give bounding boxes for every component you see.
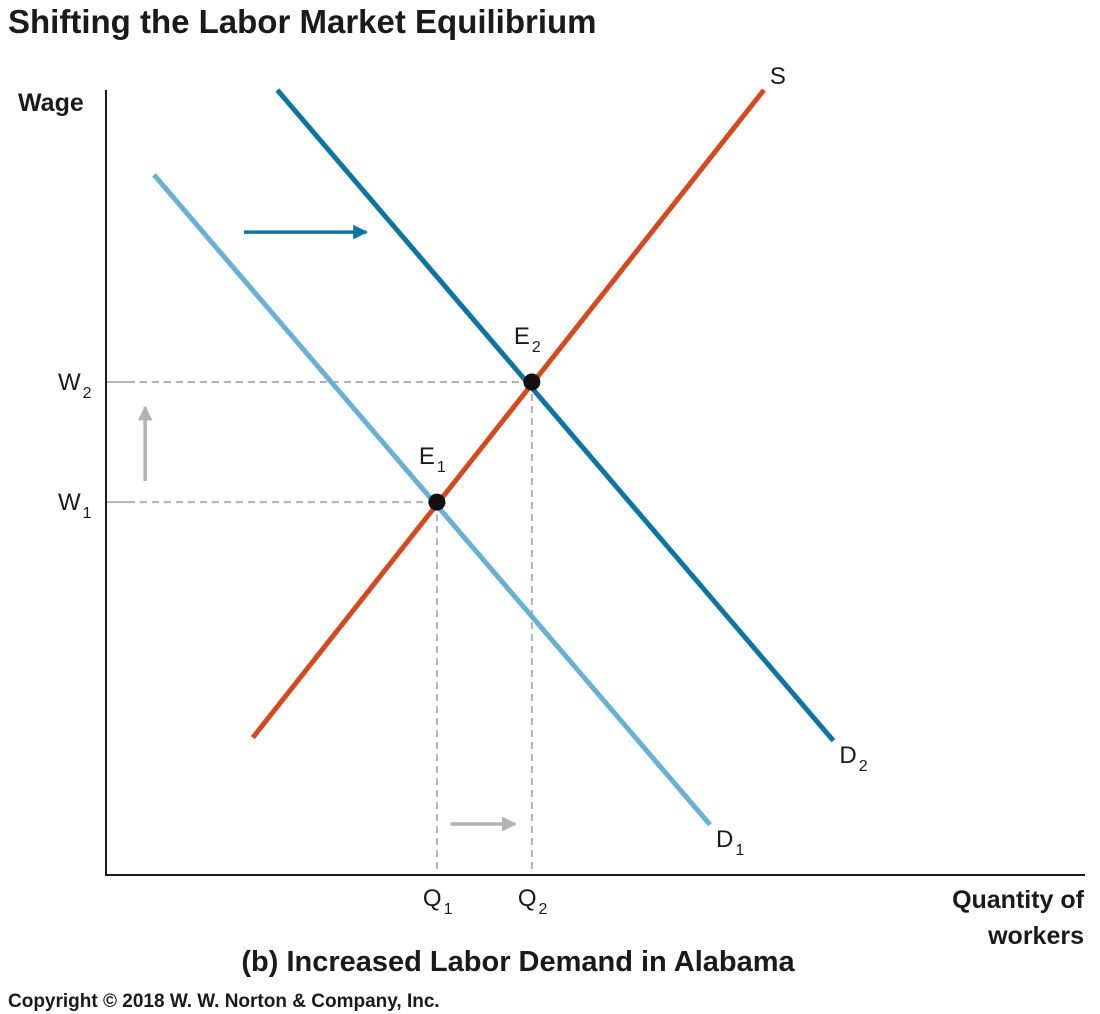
x-axis-label-line-2: workers	[987, 922, 1084, 950]
plot-area: W 1 W 2 Q 1 Q 2 S D 1 D 2 E 1 E 2	[58, 63, 868, 918]
curve-s	[250, 88, 766, 740]
figure-caption: (b) Increased Labor Demand in Alabama	[241, 946, 795, 978]
chart-title: Shifting the Labor Market Equilibrium	[8, 3, 597, 40]
copyright-notice: Copyright © 2018 W. W. Norton & Company,…	[8, 991, 440, 1012]
curve-d2	[275, 88, 836, 743]
equilibrium-point-e2	[523, 373, 541, 391]
y-axis-label: Wage	[18, 89, 84, 117]
equilibrium-point-e1	[428, 493, 446, 511]
curve-label-s: S	[770, 63, 786, 90]
x-axis-label-line-1: Quantity of	[952, 886, 1085, 914]
